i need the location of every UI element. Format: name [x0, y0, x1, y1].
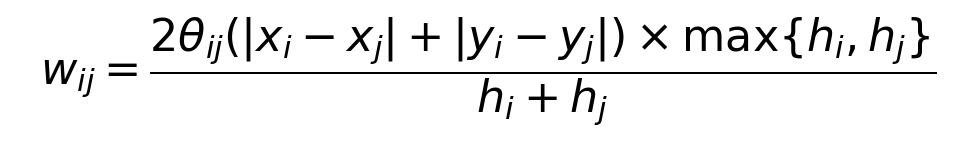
Text: $w_{ij} = \dfrac{2\theta_{ij}(|x_i - x_j| + |y_i - y_j|) \times \max\{h_i, h_j\}: $w_{ij} = \dfrac{2\theta_{ij}(|x_i - x_j… — [41, 15, 936, 128]
